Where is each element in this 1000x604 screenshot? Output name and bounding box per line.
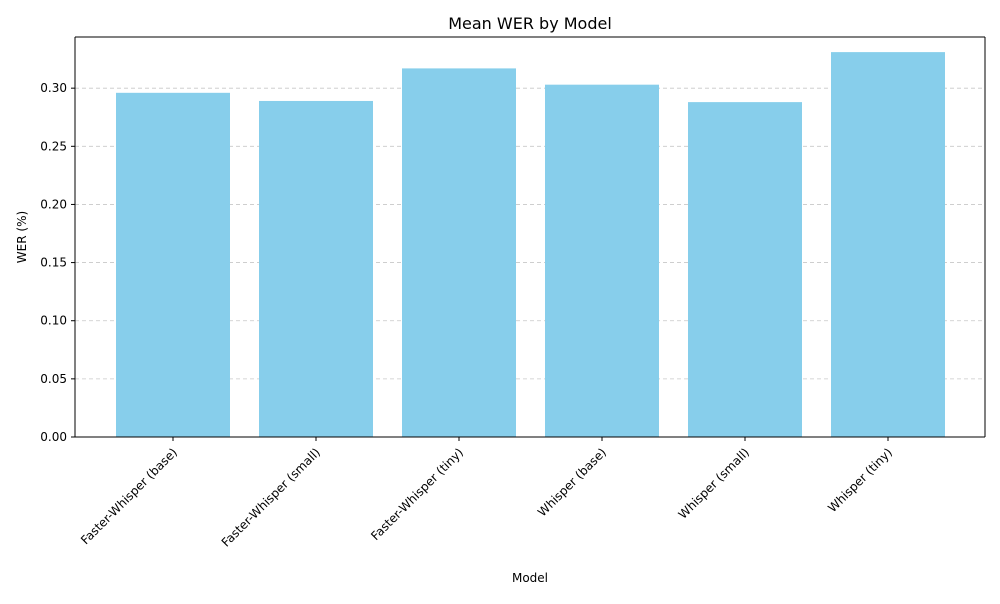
y-tick-label: 0.25: [40, 139, 67, 153]
y-tick-label: 0.05: [40, 372, 67, 386]
y-tick-label: 0.20: [40, 197, 67, 211]
bar: [259, 100, 373, 437]
bar: [688, 102, 802, 438]
bar: [402, 68, 516, 437]
y-tick-label: 0.30: [40, 81, 67, 95]
y-tick-label: 0.15: [40, 256, 67, 270]
bar: [831, 52, 945, 438]
chart-title: Mean WER by Model: [448, 14, 612, 33]
bar: [116, 92, 230, 437]
y-tick-label: 0.00: [40, 430, 67, 444]
bars: [116, 52, 945, 438]
bar: [545, 84, 659, 438]
y-axis-label: WER (%): [15, 211, 29, 263]
axes: [74, 36, 986, 438]
y-tick-label: 0.10: [40, 314, 67, 328]
x-axis-label: Model: [512, 571, 548, 585]
